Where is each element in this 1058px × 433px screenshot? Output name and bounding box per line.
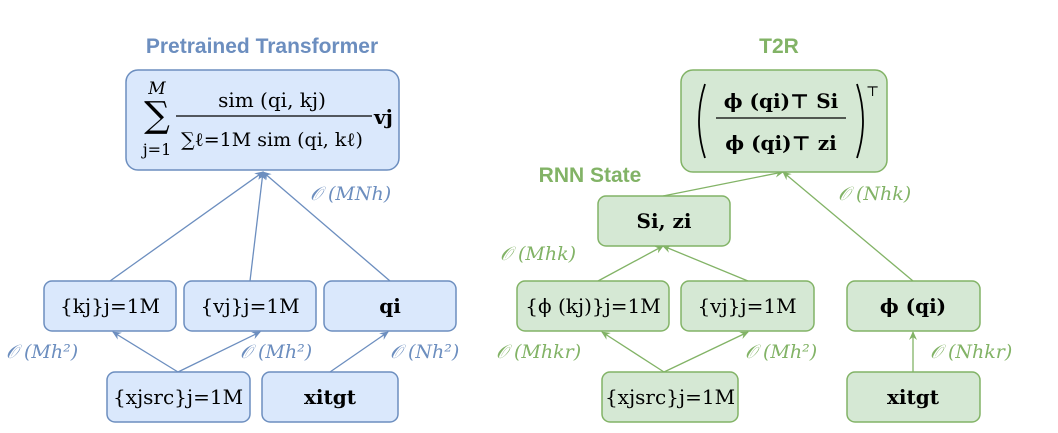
output-transpose: ⊤ [866, 84, 879, 100]
edge-src-to-keys [112, 331, 179, 373]
sum-sign: ∑ [144, 95, 170, 136]
right-complexity-values: 𝒪 (Mh²) [745, 341, 817, 363]
attention-denominator: ∑ℓ=1M sim (qi, kℓ) [181, 129, 363, 151]
attention-numerator: sim (qi, kj) [218, 88, 326, 112]
values-box: {vj}j=1M [183, 280, 317, 332]
edge-src-to-values-right [663, 331, 749, 373]
state-label: Si, zi [637, 209, 692, 233]
edge-query-to-attention [262, 171, 391, 282]
left-complexity-values: 𝒪 (Mh²) [240, 341, 312, 363]
query-box: qi [323, 280, 457, 332]
src-box-right: {xjsrc}j=1M [601, 371, 739, 423]
output-numerator: ϕ (qi)⊤ Si [724, 89, 839, 113]
right-title: T2R [759, 35, 799, 58]
state-box: Si, zi [597, 195, 731, 247]
edge-src-to-phi-keys [601, 331, 665, 373]
values-box-right: {vj}j=1M [680, 280, 815, 332]
rnn-state-label: RNN State [539, 164, 642, 187]
phi-keys-label: {ϕ (kj)}j=1M [525, 294, 661, 318]
sum-upper: M [147, 79, 166, 99]
left-complexity-keys: 𝒪 (Mh²) [6, 341, 78, 363]
phi-query-label: ϕ (qi) [880, 294, 946, 318]
keys-box: {kj}j=1M [43, 280, 177, 332]
tgt-label-right: xitgt [887, 385, 940, 409]
left-edges [109, 171, 391, 373]
right-complexity-phi-query: 𝒪 (Nhkr) [930, 341, 1012, 363]
edge-values-to-attention [249, 171, 267, 282]
src-box-left: {xjsrc}j=1M [106, 371, 251, 423]
tgt-box-right: xitgt [846, 371, 981, 423]
edge-state-to-output [662, 169, 784, 197]
edge-phi-keys-to-state [597, 245, 664, 282]
phi-keys-box: {ϕ (kj)}j=1M [516, 280, 670, 332]
src-label-left: {xjsrc}j=1M [113, 385, 243, 409]
values-label-right: {vj}j=1M [697, 294, 796, 318]
right-complexity-state: 𝒪 (Mhk) [500, 243, 576, 265]
edge-keys-to-attention [109, 171, 264, 282]
edge-phi-query-to-output [782, 171, 914, 282]
left-complexity-query: 𝒪 (Nh²) [390, 341, 459, 363]
keys-label: {kj}j=1M [60, 294, 160, 318]
phi-query-box: ϕ (qi) [846, 280, 981, 332]
left-title: Pretrained Transformer [146, 35, 378, 58]
right-complexity-phi-keys: 𝒪 (Mhkr) [496, 341, 581, 363]
tgt-label-left: xitgt [304, 385, 357, 409]
attention-box: M ∑ j=1 sim (qi, kj) ∑ℓ=1M sim (qi, kℓ) … [125, 69, 400, 171]
edge-src-to-values [177, 331, 261, 373]
values-label: {vj}j=1M [200, 294, 299, 318]
tgt-box-left: xitgt [261, 371, 399, 423]
query-label: qi [379, 294, 401, 318]
edge-tgt-to-query [329, 331, 389, 373]
output-box: ϕ (qi)⊤ Si ϕ (qi)⊤ zi ⊤ [680, 69, 888, 173]
right-complexity-top: 𝒪 (Nhk) [838, 183, 911, 205]
left-complexity-top: 𝒪 (MNh) [310, 183, 391, 205]
sum-lower: j=1 [141, 140, 172, 159]
edge-values-to-state [662, 245, 749, 282]
right-edges [597, 169, 917, 373]
attention-value: vj [373, 105, 393, 129]
output-denominator: ϕ (qi)⊤ zi [725, 131, 837, 155]
src-label-right: {xjsrc}j=1M [605, 385, 735, 409]
